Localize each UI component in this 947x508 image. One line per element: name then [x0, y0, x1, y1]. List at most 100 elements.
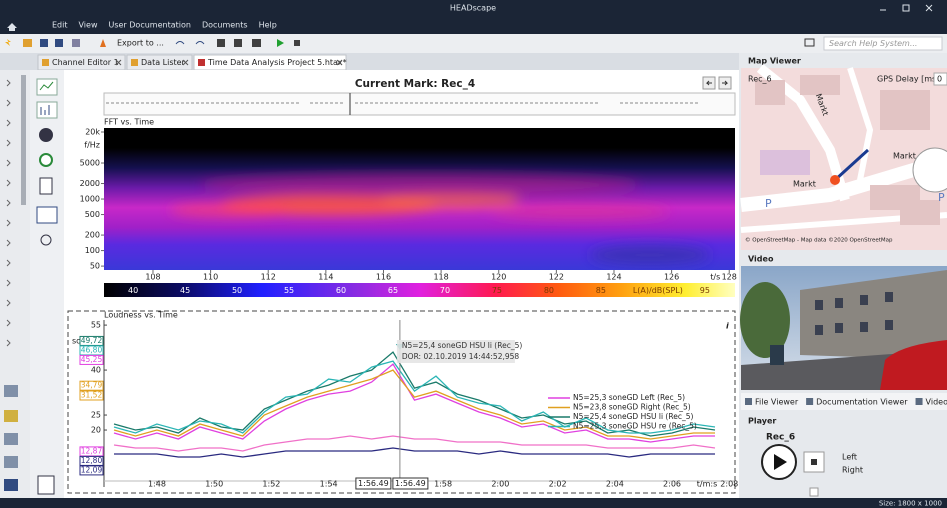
- value-box-label: 31,52: [81, 390, 103, 399]
- tab-icon: [198, 59, 205, 66]
- tab-label: Channel Editor 1: [52, 58, 119, 67]
- map-title: Map Viewer: [748, 57, 801, 66]
- y-tick-label: 1000: [80, 195, 100, 204]
- parking-label: P: [765, 197, 772, 210]
- x-tick-label: 112: [261, 273, 276, 282]
- player-title: Player: [748, 417, 776, 426]
- x-tick-label: 124: [606, 273, 621, 282]
- cursor-label: 1:56.49: [395, 479, 426, 488]
- menu-item[interactable]: Help: [259, 21, 277, 30]
- x-tick-label: 126: [664, 273, 679, 282]
- scrollbar: [21, 75, 26, 205]
- tab-icon: [131, 59, 138, 66]
- value-box-label: 49,72: [81, 336, 103, 345]
- x-tick-label: 128: [722, 273, 737, 282]
- value-box-label: 12,09: [81, 465, 103, 474]
- colorbar-tick-label: 60: [336, 286, 346, 295]
- colorbar-tick-label: 40: [128, 286, 138, 295]
- video-frame: [740, 266, 947, 390]
- annotation-text: DOR: 02.10.2019 14:44:52,958: [402, 352, 520, 361]
- window-title: HEADscape: [450, 4, 496, 13]
- viewer-tab-icon: [916, 398, 923, 405]
- x-unit: t/s: [710, 273, 720, 282]
- cursor-label: 1:56.49: [358, 479, 389, 488]
- y-tick-label: 200: [85, 231, 100, 240]
- app-window: HEADscape Edit View User Documentation Docu…: [0, 0, 947, 508]
- loudness-title: Loudness vs. Time: [104, 311, 178, 320]
- value-box-label: 12,80: [81, 456, 103, 465]
- colorbar-tick-label: 80: [544, 286, 554, 295]
- spectrogram-title: FFT vs. Time: [104, 118, 154, 127]
- x-tick-label: 114: [318, 273, 333, 282]
- viewer-tab[interactable]: File Viewer: [755, 398, 799, 407]
- x-tick-label: 120: [491, 273, 506, 282]
- map[interactable]: [741, 68, 947, 250]
- tab-label: Time Data Analysis Project 5.htax*: [207, 58, 347, 67]
- y-tick-label: 55: [91, 321, 101, 330]
- current-mark: Current Mark: Rec_4: [355, 78, 475, 90]
- channel-label: Right: [842, 466, 863, 475]
- viewer-tab-icon: [806, 398, 813, 405]
- y-unit: f/Hz: [84, 141, 100, 150]
- channel-label: Left: [842, 453, 857, 462]
- street-label: Markt: [893, 152, 916, 161]
- annotation-text: N5=25,4 soneGD HSU li (Rec_5): [402, 341, 522, 350]
- tabs: Channel Editor 1 Data Lister Time Data Ana…: [38, 55, 347, 70]
- spectrogram: [104, 128, 735, 270]
- colorbar-tick-label: 55: [284, 286, 294, 295]
- colorbar-tick-label: 50: [232, 286, 242, 295]
- colorbar-tick-label: 95: [700, 286, 710, 295]
- export-button[interactable]: Export to ...: [117, 39, 164, 48]
- x-tick-label: 108: [145, 273, 160, 282]
- gps-value: 0: [937, 75, 942, 84]
- viewer-tab[interactable]: Documentation Viewer: [816, 398, 908, 407]
- y-tick-label: 20: [91, 426, 101, 435]
- street-label: Markt: [793, 180, 816, 189]
- menu-item[interactable]: User Documentation: [108, 21, 190, 30]
- value-box-label: 34,79: [81, 381, 103, 390]
- colorbar-tick-label: 75: [492, 286, 502, 295]
- status-bar: [0, 498, 947, 508]
- value-box-label: 12,87: [81, 446, 103, 455]
- legend-label: N5=25,3 soneGD Left (Rec_5): [573, 393, 685, 402]
- viewer-tab-icon: [745, 398, 752, 405]
- y-tick-label: 40: [91, 366, 101, 375]
- info-icon[interactable]: i: [726, 322, 729, 331]
- legend-label: N5=23,8 soneGD Right (Rec_5): [573, 403, 691, 412]
- colorbar-label: L(A)/dB(SPL): [633, 286, 683, 295]
- y-tick-label: 100: [85, 246, 100, 255]
- y-tick-label: 25: [91, 411, 101, 420]
- parking-label: P: [938, 191, 945, 204]
- legend-label: N5=25,4 soneGD HSU li (Rec_5): [573, 412, 693, 421]
- menu-item[interactable]: Edit: [52, 21, 68, 30]
- video-title: Video: [748, 255, 774, 264]
- colorbar-tick-label: 70: [440, 286, 450, 295]
- y-tick-label: 50: [90, 262, 100, 271]
- value-box-label: 45,25: [81, 355, 103, 364]
- x-tick-label: 122: [549, 273, 564, 282]
- y-tick-label: 500: [85, 210, 100, 219]
- y-tick-label: 5000: [80, 159, 100, 168]
- colorbar-tick-label: 45: [180, 286, 190, 295]
- colorbar-tick-label: 65: [388, 286, 398, 295]
- value-box-label: 46,80: [81, 345, 103, 354]
- x-tick-label: 110: [203, 273, 218, 282]
- map-rec: Rec_6: [748, 75, 772, 84]
- gps-label: GPS Delay [ms]: [877, 75, 939, 84]
- status-text: Size: 1800 x 1000: [879, 500, 942, 508]
- x-tick-label: 116: [376, 273, 391, 282]
- overview-strip[interactable]: [104, 93, 735, 115]
- tab-label: Data Lister: [141, 58, 186, 67]
- menu-item[interactable]: View: [79, 21, 98, 30]
- x-tick-label: 118: [433, 273, 448, 282]
- legend-label: N5=25,3 soneGD HSU re (Rec_5): [573, 422, 697, 431]
- y-tick-label: 20k: [85, 127, 100, 136]
- menu-bar: Edit View User Documentation Documents Help: [52, 21, 277, 30]
- y-tick-label: 2000: [80, 179, 100, 188]
- player-rec: Rec_6: [766, 433, 795, 443]
- x-unit: t/m:s: [697, 480, 718, 489]
- menu-item[interactable]: Documents: [202, 21, 248, 30]
- map-attribution: © OpenStreetMap - Map data ©2020 OpenStr…: [745, 237, 893, 244]
- colorbar-tick-label: 85: [596, 286, 606, 295]
- viewer-tab[interactable]: Video: [926, 398, 947, 407]
